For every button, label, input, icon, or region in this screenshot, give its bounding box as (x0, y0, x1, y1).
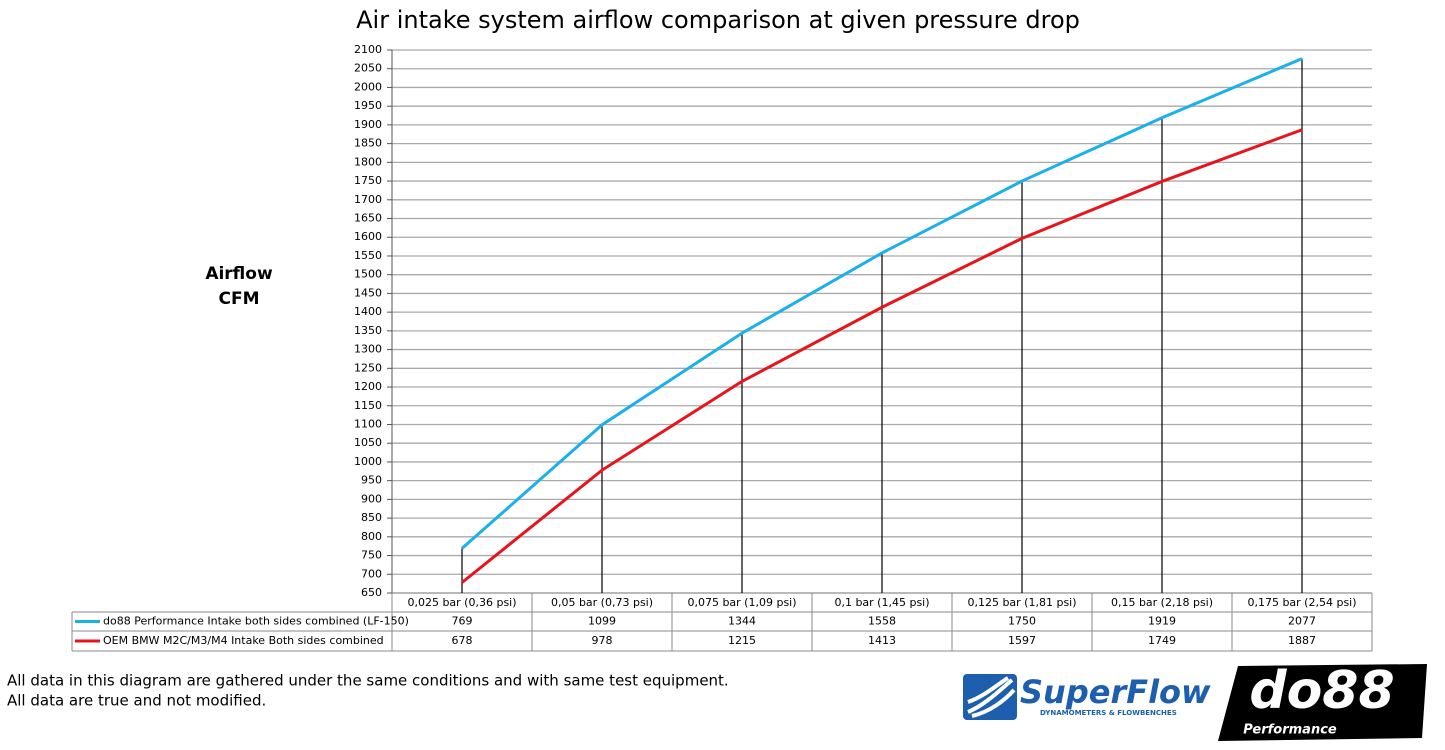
y-tick-label: 1350 (354, 324, 382, 337)
x-tick-label: 0,175 bar (2,54 psi) (1247, 596, 1356, 609)
x-tick-label: 0,15 bar (2,18 psi) (1111, 596, 1213, 609)
y-tick-label: 1550 (354, 249, 382, 262)
legend-label: OEM BMW M2C/M3/M4 Intake Both sides comb… (103, 634, 384, 647)
y-tick-label: 750 (361, 549, 382, 562)
y-tick-label: 1200 (354, 380, 382, 393)
legend-label: do88 Performance Intake both sides combi… (103, 615, 409, 628)
y-tick-label: 1300 (354, 343, 382, 356)
footnote: All data in this diagram are gathered un… (7, 672, 729, 690)
y-tick-label: 800 (361, 530, 382, 543)
table-value: 2077 (1288, 615, 1316, 628)
table-value: 1919 (1148, 615, 1176, 628)
y-tick-label: 700 (361, 567, 382, 580)
table-value: 1749 (1148, 634, 1176, 647)
logo-text: DYNAMOMETERS & FLOWBENCHES (1040, 709, 1177, 717)
y-tick-label: 1150 (354, 399, 382, 412)
do88-logo: do88 Performance (1218, 661, 1427, 741)
table-value: 678 (452, 634, 473, 647)
table-value: 978 (592, 634, 613, 647)
y-tick-label: 1900 (354, 118, 382, 131)
logo-text: SuperFlow (1020, 673, 1211, 711)
y-tick-label: 1800 (354, 155, 382, 168)
y-axis-label: Airflow (205, 264, 273, 284)
table-value: 1215 (728, 634, 756, 647)
chart-title: Air intake system airflow comparison at … (356, 6, 1080, 34)
logo-text: do88 (1249, 661, 1394, 721)
x-tick-label: 0,125 bar (1,81 psi) (967, 596, 1076, 609)
table-value: 769 (452, 615, 473, 628)
y-tick-label: 1050 (354, 436, 382, 449)
footnote: All data are true and not modified. (7, 692, 266, 710)
y-tick-label: 1250 (354, 361, 382, 374)
series-line (461, 57, 1303, 550)
table-value: 1750 (1008, 615, 1036, 628)
x-tick-label: 0,1 bar (1,45 psi) (834, 596, 929, 609)
table-value: 1887 (1288, 634, 1316, 647)
table-value: 1099 (588, 615, 616, 628)
y-axis-label: CFM (218, 289, 259, 309)
y-tick-label: 1700 (354, 193, 382, 206)
y-tick-label: 950 (361, 474, 382, 487)
y-tick-label: 1400 (354, 305, 382, 318)
y-tick-label: 2050 (354, 62, 382, 75)
superflow-logo: SuperFlow DYNAMOMETERS & FLOWBENCHES (963, 673, 1211, 720)
y-tick-label: 1600 (354, 230, 382, 243)
y-tick-label: 1950 (354, 99, 382, 112)
y-tick-label: 2100 (354, 43, 382, 56)
series-line (461, 128, 1303, 584)
y-tick-label: 1850 (354, 137, 382, 150)
x-tick-label: 0,075 bar (1,09 psi) (687, 596, 796, 609)
y-tick-label: 2000 (354, 80, 382, 93)
y-tick-label: 650 (361, 586, 382, 599)
table-value: 1344 (728, 615, 756, 628)
y-tick-label: 1500 (354, 268, 382, 281)
table-value: 1597 (1008, 634, 1036, 647)
x-tick-label: 0,05 bar (0,73 psi) (551, 596, 653, 609)
y-tick-label: 1450 (354, 286, 382, 299)
y-tick-label: 1750 (354, 174, 382, 187)
y-tick-label: 900 (361, 492, 382, 505)
logo-text: Performance (1243, 723, 1337, 738)
y-tick-label: 850 (361, 511, 382, 524)
table-value: 1413 (868, 634, 896, 647)
y-tick-label: 1100 (354, 417, 382, 430)
y-tick-label: 1000 (354, 455, 382, 468)
table-value: 1558 (868, 615, 896, 628)
x-tick-label: 0,025 bar (0,36 psi) (407, 596, 516, 609)
y-tick-label: 1650 (354, 212, 382, 225)
